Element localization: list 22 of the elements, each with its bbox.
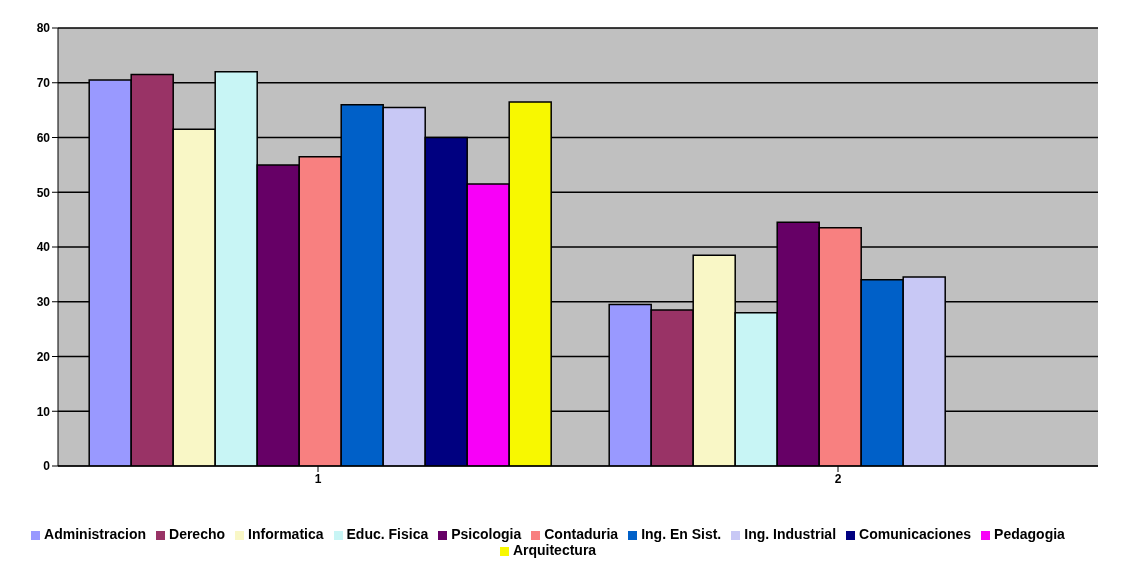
legend-label: Derecho xyxy=(169,526,226,542)
legend-label: Contaduria xyxy=(544,526,619,542)
legend-label: Ing. Industrial xyxy=(744,526,837,542)
x-tick-label: 1 xyxy=(314,471,322,486)
y-tick-label: 10 xyxy=(36,404,51,419)
y-tick-label: 30 xyxy=(36,295,51,310)
legend-label: Comunicaciones xyxy=(859,526,972,542)
legend-label: Arquitectura xyxy=(512,542,597,558)
y-tick-label: 40 xyxy=(36,240,51,255)
y-tick-label: 70 xyxy=(36,76,51,91)
legend-label: Ing. En Sist. xyxy=(641,526,722,542)
legend-label: Informatica xyxy=(248,526,324,542)
y-tick-label: 50 xyxy=(36,185,51,200)
legend-label: Administracion xyxy=(44,526,147,542)
legend-label: Pedagogia xyxy=(994,526,1065,542)
y-tick-label: 0 xyxy=(43,459,51,474)
y-tick-label: 20 xyxy=(36,349,51,364)
y-tick-label: 80 xyxy=(36,21,51,36)
y-tick-label: 60 xyxy=(36,130,51,145)
x-tick-label: 2 xyxy=(834,471,842,486)
legend-label: Educ. Fisica xyxy=(346,526,429,542)
legend-label: Psicologia xyxy=(451,526,522,542)
